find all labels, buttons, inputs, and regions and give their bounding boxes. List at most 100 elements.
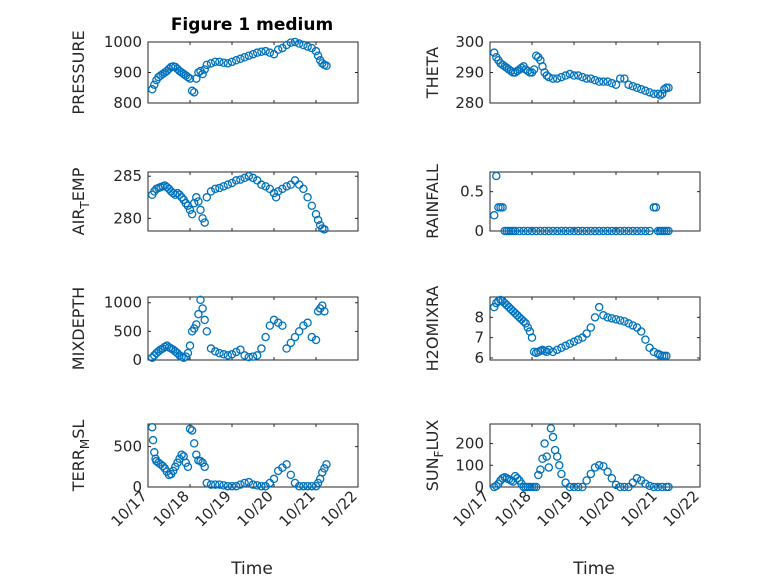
y-tick-label: 100 [455,456,484,474]
data-point [649,482,659,492]
data-point [202,193,212,202]
data-point [590,313,600,322]
data-point [198,304,207,313]
data-point [147,85,157,94]
data-point [582,74,591,83]
data-point [569,482,579,492]
data-point [527,333,537,342]
data-point [607,226,617,236]
y-tick-label: 500 [113,438,142,456]
y-tick-label: 0 [474,222,484,240]
data-point [607,474,617,483]
data-point [615,226,625,236]
data-point [294,39,304,48]
data-point [299,40,308,50]
data-point [210,57,220,67]
data-point [620,317,629,326]
y-tick-label: 1000 [104,294,142,312]
data-point [620,226,629,236]
data-point [290,37,300,47]
data-point [582,476,591,485]
data-point [565,226,575,236]
subplot-5: 0 500 1000 MIXDEPTH [69,287,359,370]
data-point [252,481,262,490]
data-point [552,74,562,83]
data-point [594,302,604,312]
y-tick-label: 300 [455,33,484,51]
data-point [257,47,266,57]
data-point [278,321,287,330]
data-point [206,480,216,489]
data-point [632,226,642,236]
data-point [231,347,241,357]
data-point [582,329,591,338]
data-point [269,474,279,484]
subplot-2: 280 290 300 THETA [423,33,701,112]
data-point [636,327,646,336]
data-point [611,226,621,236]
data-point [294,327,304,336]
y-tick-label: 1000 [104,33,142,51]
data-point [278,184,287,194]
y-tick-label: 7 [474,329,484,347]
data-point [147,422,157,432]
data-point [660,85,669,94]
data-point [231,56,241,65]
data-point [248,49,258,59]
data-point [286,338,296,348]
data-point [215,183,224,193]
data-point [569,226,579,236]
x-tick-label: 10/22 [318,487,361,530]
data-point [286,38,296,47]
data-point [200,315,209,325]
data-point [303,318,312,328]
data-point [531,51,541,60]
data-point [171,462,180,472]
data-point [322,61,331,71]
data-point [540,439,549,448]
data-point [273,318,283,328]
y-axis-label: AIRTEMP [69,167,92,235]
data-point [599,77,608,86]
data-point [194,197,203,206]
data-point [641,86,650,96]
data-point [282,182,291,191]
x-tick-label: 10/18 [492,487,535,530]
data-point [269,188,279,198]
data-point [523,226,533,236]
data-point [645,226,654,236]
data-point [185,341,195,350]
data-point [187,209,197,219]
data-point [548,74,558,83]
data-point [594,226,604,236]
data-point [599,311,608,320]
data-point [615,74,625,83]
data-point [158,344,167,353]
data-point [662,351,671,361]
data-point [240,351,249,360]
data-point [586,469,596,479]
data-point [248,480,258,489]
data-point [244,171,254,181]
data-point [548,432,558,442]
data-point [185,205,195,215]
data-point [206,187,216,196]
data-point [578,482,587,492]
data-point [210,184,220,194]
data-point [603,226,612,236]
data-point [628,226,638,236]
data-point [269,315,279,325]
data-point [307,332,317,342]
data-point [227,57,237,67]
data-point [628,478,638,487]
data-point [194,309,203,319]
y-tick-label: 285 [113,167,142,185]
y-tick-label: 0 [132,478,142,496]
data-point [531,226,541,236]
data-point [536,226,545,236]
data-point [527,226,537,236]
data-point [240,53,249,62]
data-point [573,71,583,80]
data-point [244,477,254,487]
